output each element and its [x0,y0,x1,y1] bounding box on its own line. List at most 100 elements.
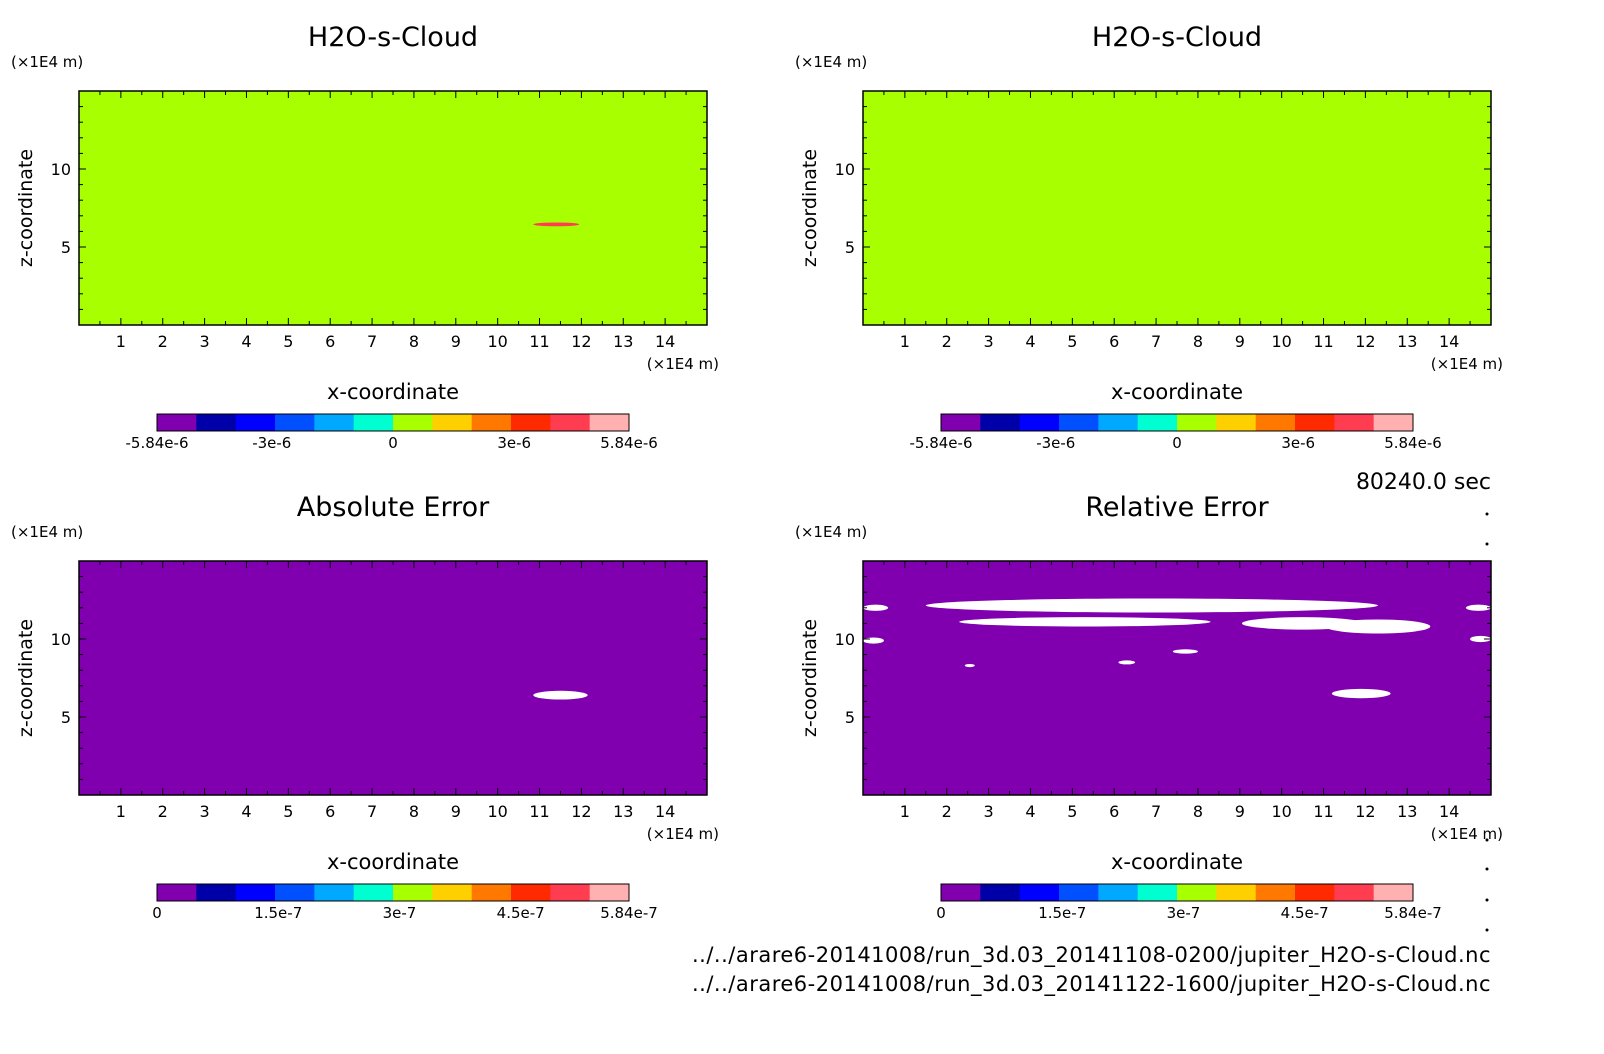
x-tick-label: 12 [571,802,591,821]
colorbar-frame [156,883,630,902]
colorbar-frame [940,883,1414,902]
colorbar-segment [1098,884,1139,901]
colorbar-tick-label: -5.84e-6 [126,434,189,452]
colorbar-segment [1137,884,1178,901]
colorbar-segment [393,414,433,431]
x-tick-label: 3 [984,802,994,821]
margin-dot [1485,898,1489,902]
field-feature [1465,604,1491,611]
colorbar-segment [1255,884,1296,901]
x-tick-label: 1 [900,802,910,821]
colorbar-segment [157,884,197,901]
x-tick-label: 2 [158,332,168,351]
x-tick-label: 4 [241,802,251,821]
x-tick-label: 2 [942,332,952,351]
colorbar-segment [1373,884,1414,901]
panel-title: Absolute Error [297,492,490,523]
x-tick-label: 1 [116,802,126,821]
colorbar-tick-label: 3e-6 [1281,434,1315,452]
y-tick-label: 5 [61,708,71,727]
colorbar-tick-label: -5.84e-6 [910,434,973,452]
margin-dot [1485,928,1489,932]
x-tick-label: 5 [283,802,293,821]
y-unit-label: (×1E4 m) [11,523,83,541]
x-tick-label: 8 [409,332,419,351]
y-tick-label: 10 [51,160,71,179]
x-axis-label: x-coordinate [327,380,459,404]
colorbar-segment [511,884,551,901]
x-tick-label: 8 [1193,332,1203,351]
file-path-2: ../../arare6-20141008/run_3d.03_20141122… [691,972,1491,996]
colorbar-segment [589,414,630,431]
colorbar-segment [235,414,276,431]
x-unit-label: (×1E4 m) [1431,825,1503,843]
colorbar-tick-label: -3e-6 [252,434,291,452]
x-tick-label: 13 [1397,332,1417,351]
colorbar-segment [235,884,276,901]
x-tick-label: 3 [200,802,210,821]
colorbar-segment [353,884,394,901]
margin-dot [1485,867,1489,871]
colorbar-segment [1255,414,1296,431]
x-unit-label: (×1E4 m) [647,825,719,843]
x-tick-label: 4 [1025,332,1035,351]
colorbar-tick-label: 0 [388,434,398,452]
colorbar-segment [550,414,591,431]
y-axis-label: z-coordinate [799,619,821,737]
y-axis-label: z-coordinate [15,149,37,267]
x-tick-label: 5 [1067,802,1077,821]
field-feature [959,617,1211,627]
field-area [863,91,1491,325]
field-feature [533,690,588,700]
x-tick-label: 3 [984,332,994,351]
x-tick-label: 9 [1235,332,1245,351]
field-area [79,561,707,795]
y-tick-label: 10 [51,630,71,649]
colorbar-tick-label: 3e-7 [1167,904,1201,922]
x-tick-label: 7 [1151,802,1161,821]
x-tick-label: 1 [900,332,910,351]
panel-title: H2O-s-Cloud [308,22,478,53]
x-axis-label: x-coordinate [1111,850,1243,874]
colorbar-segment [1216,414,1257,431]
colorbar-segment [589,884,630,901]
colorbar-segment [157,414,197,431]
colorbar-segment [471,884,512,901]
colorbar-segment [314,884,355,901]
colorbar-tick-label: -3e-6 [1036,434,1075,452]
colorbar-tick-label: 4.5e-7 [1281,904,1329,922]
margin-dot [1485,542,1489,546]
colorbar-segment [432,414,473,431]
y-tick-label: 10 [835,630,855,649]
colorbar-segment [1295,414,1335,431]
colorbar-segment [1059,414,1099,431]
colorbar-segment [1177,414,1217,431]
colorbar-tick-label: 5.84e-7 [1384,904,1442,922]
x-tick-label: 4 [241,332,251,351]
colorbar-segment [980,884,1021,901]
colorbar-segment [1059,884,1099,901]
colorbar-segment [314,414,355,431]
colorbar-tick-label: 1.5e-7 [1038,904,1086,922]
x-axis-label: x-coordinate [327,850,459,874]
x-unit-label: (×1E4 m) [1431,355,1503,373]
colorbar-segment [471,414,512,431]
field-area [863,561,1491,795]
field-feature [964,663,975,668]
colorbar-segment [196,884,237,901]
x-tick-label: 9 [1235,802,1245,821]
colorbar-segment [432,884,473,901]
field-feature [1325,619,1431,634]
field-feature [863,604,889,611]
x-tick-label: 6 [1109,802,1119,821]
y-unit-label: (×1E4 m) [795,53,867,71]
x-tick-label: 9 [451,332,461,351]
x-tick-label: 6 [1109,332,1119,351]
colorbar-tick-label: 1.5e-7 [254,904,302,922]
x-tick-label: 4 [1025,802,1035,821]
colorbar-segment [1098,414,1139,431]
field-feature [1118,660,1136,665]
colorbar-segment [1334,414,1375,431]
x-tick-label: 11 [1313,802,1333,821]
time-label: 80240.0 sec [1355,470,1491,495]
